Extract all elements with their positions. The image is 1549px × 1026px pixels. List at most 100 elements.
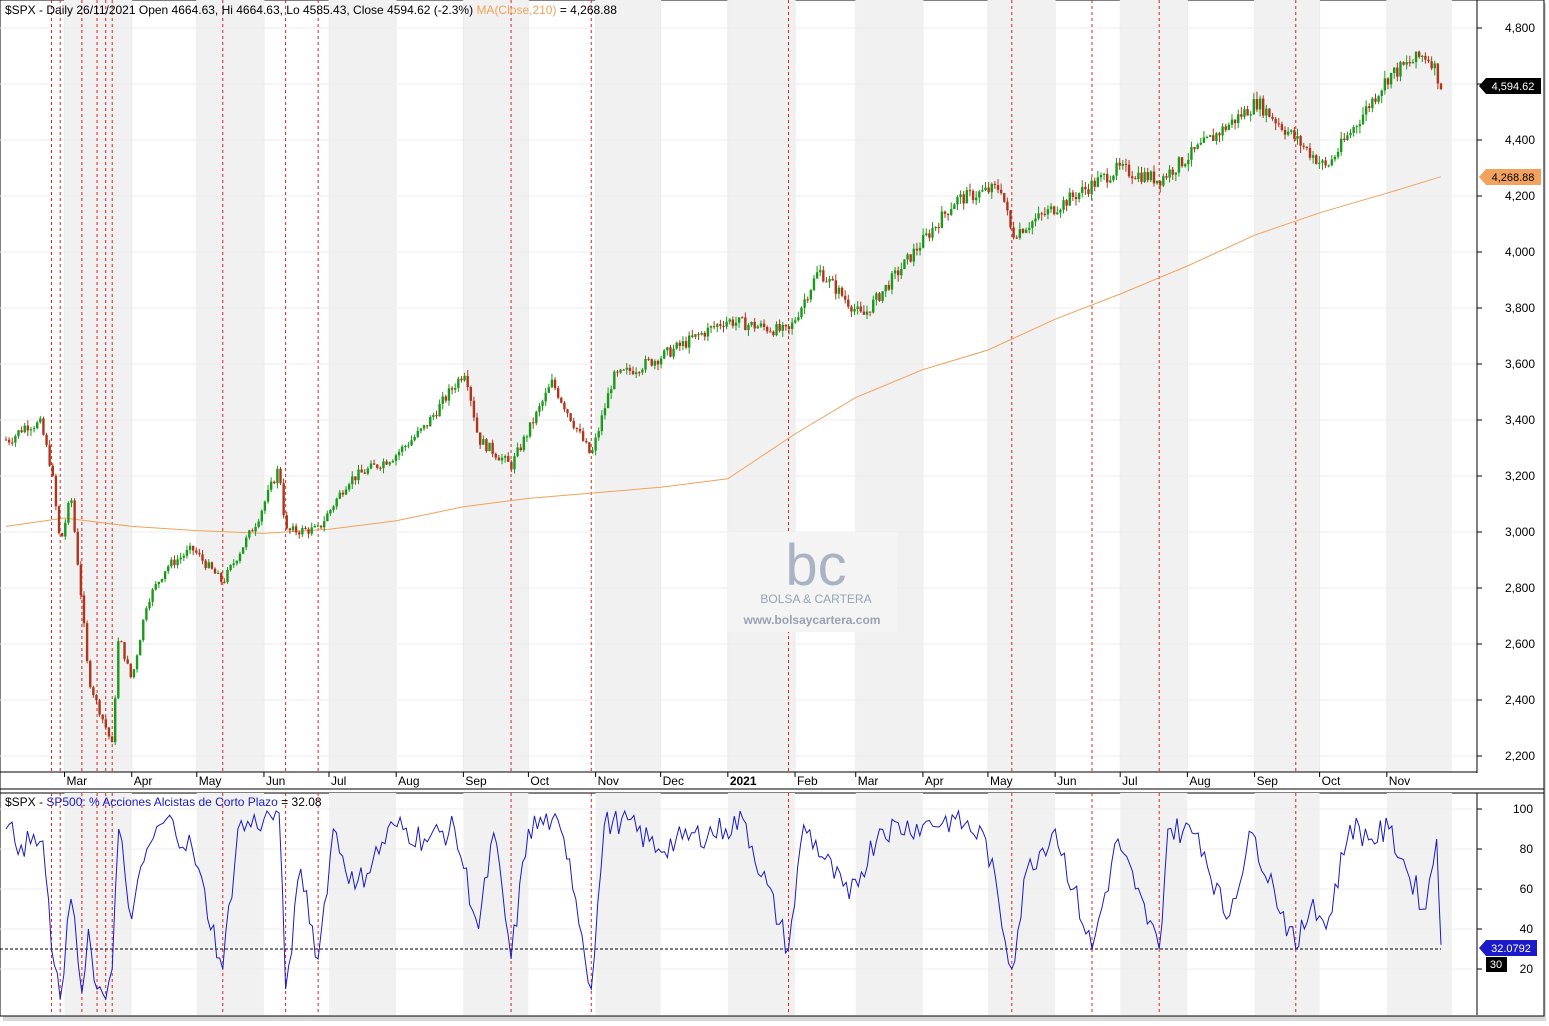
month-band xyxy=(595,0,661,772)
candle-up xyxy=(513,456,516,470)
candle-up xyxy=(394,455,398,462)
indicator-last-value-tag: 32.0792 xyxy=(1479,940,1537,956)
candle-up xyxy=(1196,144,1199,149)
candle-down xyxy=(971,190,975,201)
candle-up xyxy=(1031,221,1034,228)
candle-up xyxy=(1221,126,1224,136)
candle-down xyxy=(778,324,781,331)
candle-down xyxy=(173,559,176,566)
candle-down xyxy=(1424,55,1427,60)
candle-up xyxy=(432,415,435,417)
candle-up xyxy=(535,411,538,424)
candle-down xyxy=(563,402,566,410)
candle-up xyxy=(397,451,401,456)
candle-up xyxy=(528,422,532,437)
candle-down xyxy=(1436,63,1440,84)
indicator-y-tick-label: 20 xyxy=(1520,962,1534,976)
month-band xyxy=(1254,793,1320,1015)
candle-up xyxy=(335,498,338,507)
x-tick-label: Feb xyxy=(797,774,818,788)
candle-up xyxy=(1358,124,1362,127)
candle-up xyxy=(338,492,341,499)
candle-up xyxy=(422,425,426,429)
candle-down xyxy=(719,324,722,326)
candle-down xyxy=(95,695,98,701)
candle-down xyxy=(1308,147,1312,158)
candle-up xyxy=(953,204,956,210)
candle-up xyxy=(1099,175,1103,178)
x-tick-label: Nov xyxy=(1389,774,1410,788)
candle-down xyxy=(1293,130,1296,139)
month-band xyxy=(196,793,264,1015)
candle-down xyxy=(1324,160,1327,166)
candle-down xyxy=(909,254,912,262)
candle-up xyxy=(391,461,395,463)
candle-up xyxy=(1349,132,1352,136)
candle-up xyxy=(163,571,167,579)
candle-down xyxy=(319,525,323,528)
price-y-tick-label: 2,400 xyxy=(1505,693,1535,707)
candle-down xyxy=(1268,108,1271,117)
candle-up xyxy=(653,360,657,366)
candle-up xyxy=(1346,135,1349,140)
month-band xyxy=(987,0,1056,772)
candle-down xyxy=(204,560,207,568)
candle-up xyxy=(1190,147,1193,160)
candle-up xyxy=(238,553,242,561)
candle-down xyxy=(191,545,195,551)
price-candles xyxy=(4,50,1443,746)
month-band xyxy=(1386,793,1452,1015)
candle-up xyxy=(29,429,33,431)
price-header-ma-value: = 4,268.88 xyxy=(560,3,617,17)
candle-down xyxy=(712,326,716,328)
candle-up xyxy=(1339,138,1343,153)
candle-down xyxy=(210,562,214,569)
candle-up xyxy=(809,290,813,300)
candle-up xyxy=(454,388,457,390)
candle-up xyxy=(978,191,981,198)
candle-down xyxy=(1224,126,1227,130)
candle-down xyxy=(110,736,114,743)
candle-up xyxy=(1389,73,1393,85)
candle-down xyxy=(896,270,900,276)
indicator-header-symbol: $SPX - xyxy=(5,795,46,809)
candle-up xyxy=(245,537,248,548)
candle-down xyxy=(840,287,844,296)
candle-up xyxy=(550,379,554,388)
candle-down xyxy=(1280,124,1284,130)
watermark-url: www.bolsaycartera.com xyxy=(743,613,881,627)
price-header: $SPX - Daily 26/11/2021 Open 4664.63, Hi… xyxy=(5,3,617,17)
panel-separator xyxy=(0,788,1545,794)
candle-up xyxy=(875,293,878,300)
candle-up xyxy=(1202,137,1206,143)
candle-down xyxy=(4,439,8,441)
price-gridlines xyxy=(0,0,1476,772)
candle-up xyxy=(856,306,859,309)
candle-up xyxy=(1137,172,1140,180)
candle-up xyxy=(142,619,145,641)
candle-up xyxy=(117,641,120,699)
candle-down xyxy=(862,311,866,315)
candle-down xyxy=(57,506,61,534)
candle-up xyxy=(329,509,332,514)
candle-up xyxy=(1249,114,1252,116)
candle-down xyxy=(251,530,254,532)
candle-up xyxy=(1205,136,1209,138)
candle-down xyxy=(360,469,363,473)
candle-down xyxy=(1124,163,1128,165)
price-y-tick-label: 2,200 xyxy=(1505,749,1535,763)
candle-up xyxy=(1330,159,1334,166)
x-tick-label: Aug xyxy=(398,774,419,788)
indicator-panel: 100 80 60 40 20 $SPX - SP500: % Acciones Alc… xyxy=(0,793,1537,1015)
x-tick-label: 2021 xyxy=(730,774,757,788)
x-tick-label: Oct xyxy=(1322,774,1341,788)
candle-up xyxy=(597,431,600,438)
candle-up xyxy=(906,254,909,260)
candle-up xyxy=(644,358,647,370)
candle-down xyxy=(304,527,307,530)
candle-up xyxy=(1252,99,1256,115)
candle-up xyxy=(1380,90,1383,97)
candle-down xyxy=(223,581,226,583)
candle-down xyxy=(722,325,725,327)
candle-down xyxy=(354,476,357,481)
